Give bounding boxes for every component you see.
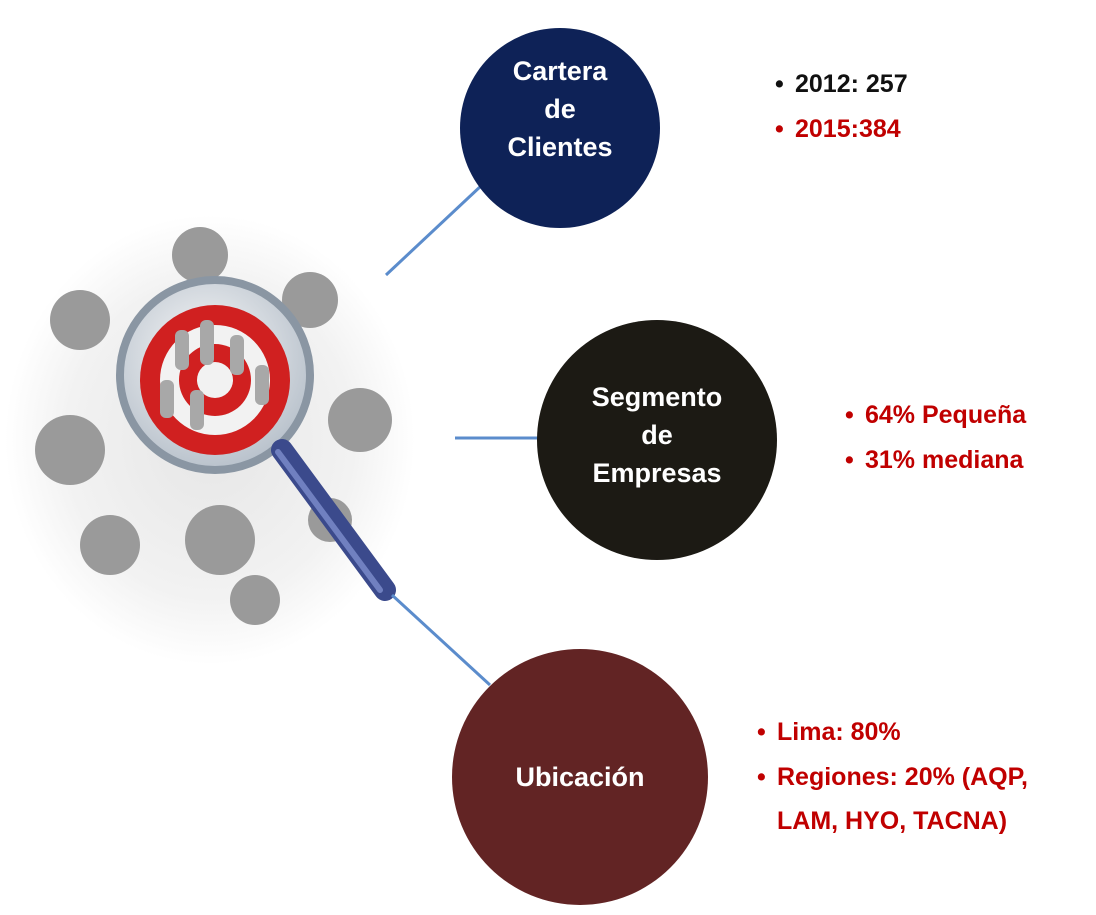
connector (392, 595, 490, 685)
bullet: Regiones: 20% (AQP, LAM, HYO, TACNA) (757, 755, 1092, 843)
bullet: 31% mediana (845, 438, 1026, 483)
bullet: 2015:384 (775, 107, 908, 152)
label-line: Segmento (547, 378, 767, 416)
bullet: 64% Pequeña (845, 393, 1026, 438)
label-line: Ubicación (470, 758, 690, 796)
label-line: Cartera (450, 52, 670, 90)
label-line: Empresas (547, 454, 767, 492)
diagram: Cartera de Clientes Segmento de Empresas… (0, 0, 1096, 915)
label-line: Clientes (450, 128, 670, 166)
node-label: Ubicación (470, 758, 690, 796)
label-line: de (450, 90, 670, 128)
node-label: Segmento de Empresas (547, 378, 767, 492)
connector (386, 185, 482, 275)
bullet: 2012: 257 (775, 62, 908, 107)
magnifier-illustration (5, 215, 415, 665)
label-line: de (547, 416, 767, 454)
bullet-list: Lima: 80% Regiones: 20% (AQP, LAM, HYO, … (757, 710, 1092, 843)
bullet-list: 64% Pequeña 31% mediana (845, 393, 1026, 483)
node-label: Cartera de Clientes (450, 52, 670, 166)
bullet: Lima: 80% (757, 710, 1092, 755)
bullet-list: 2012: 257 2015:384 (775, 62, 908, 152)
